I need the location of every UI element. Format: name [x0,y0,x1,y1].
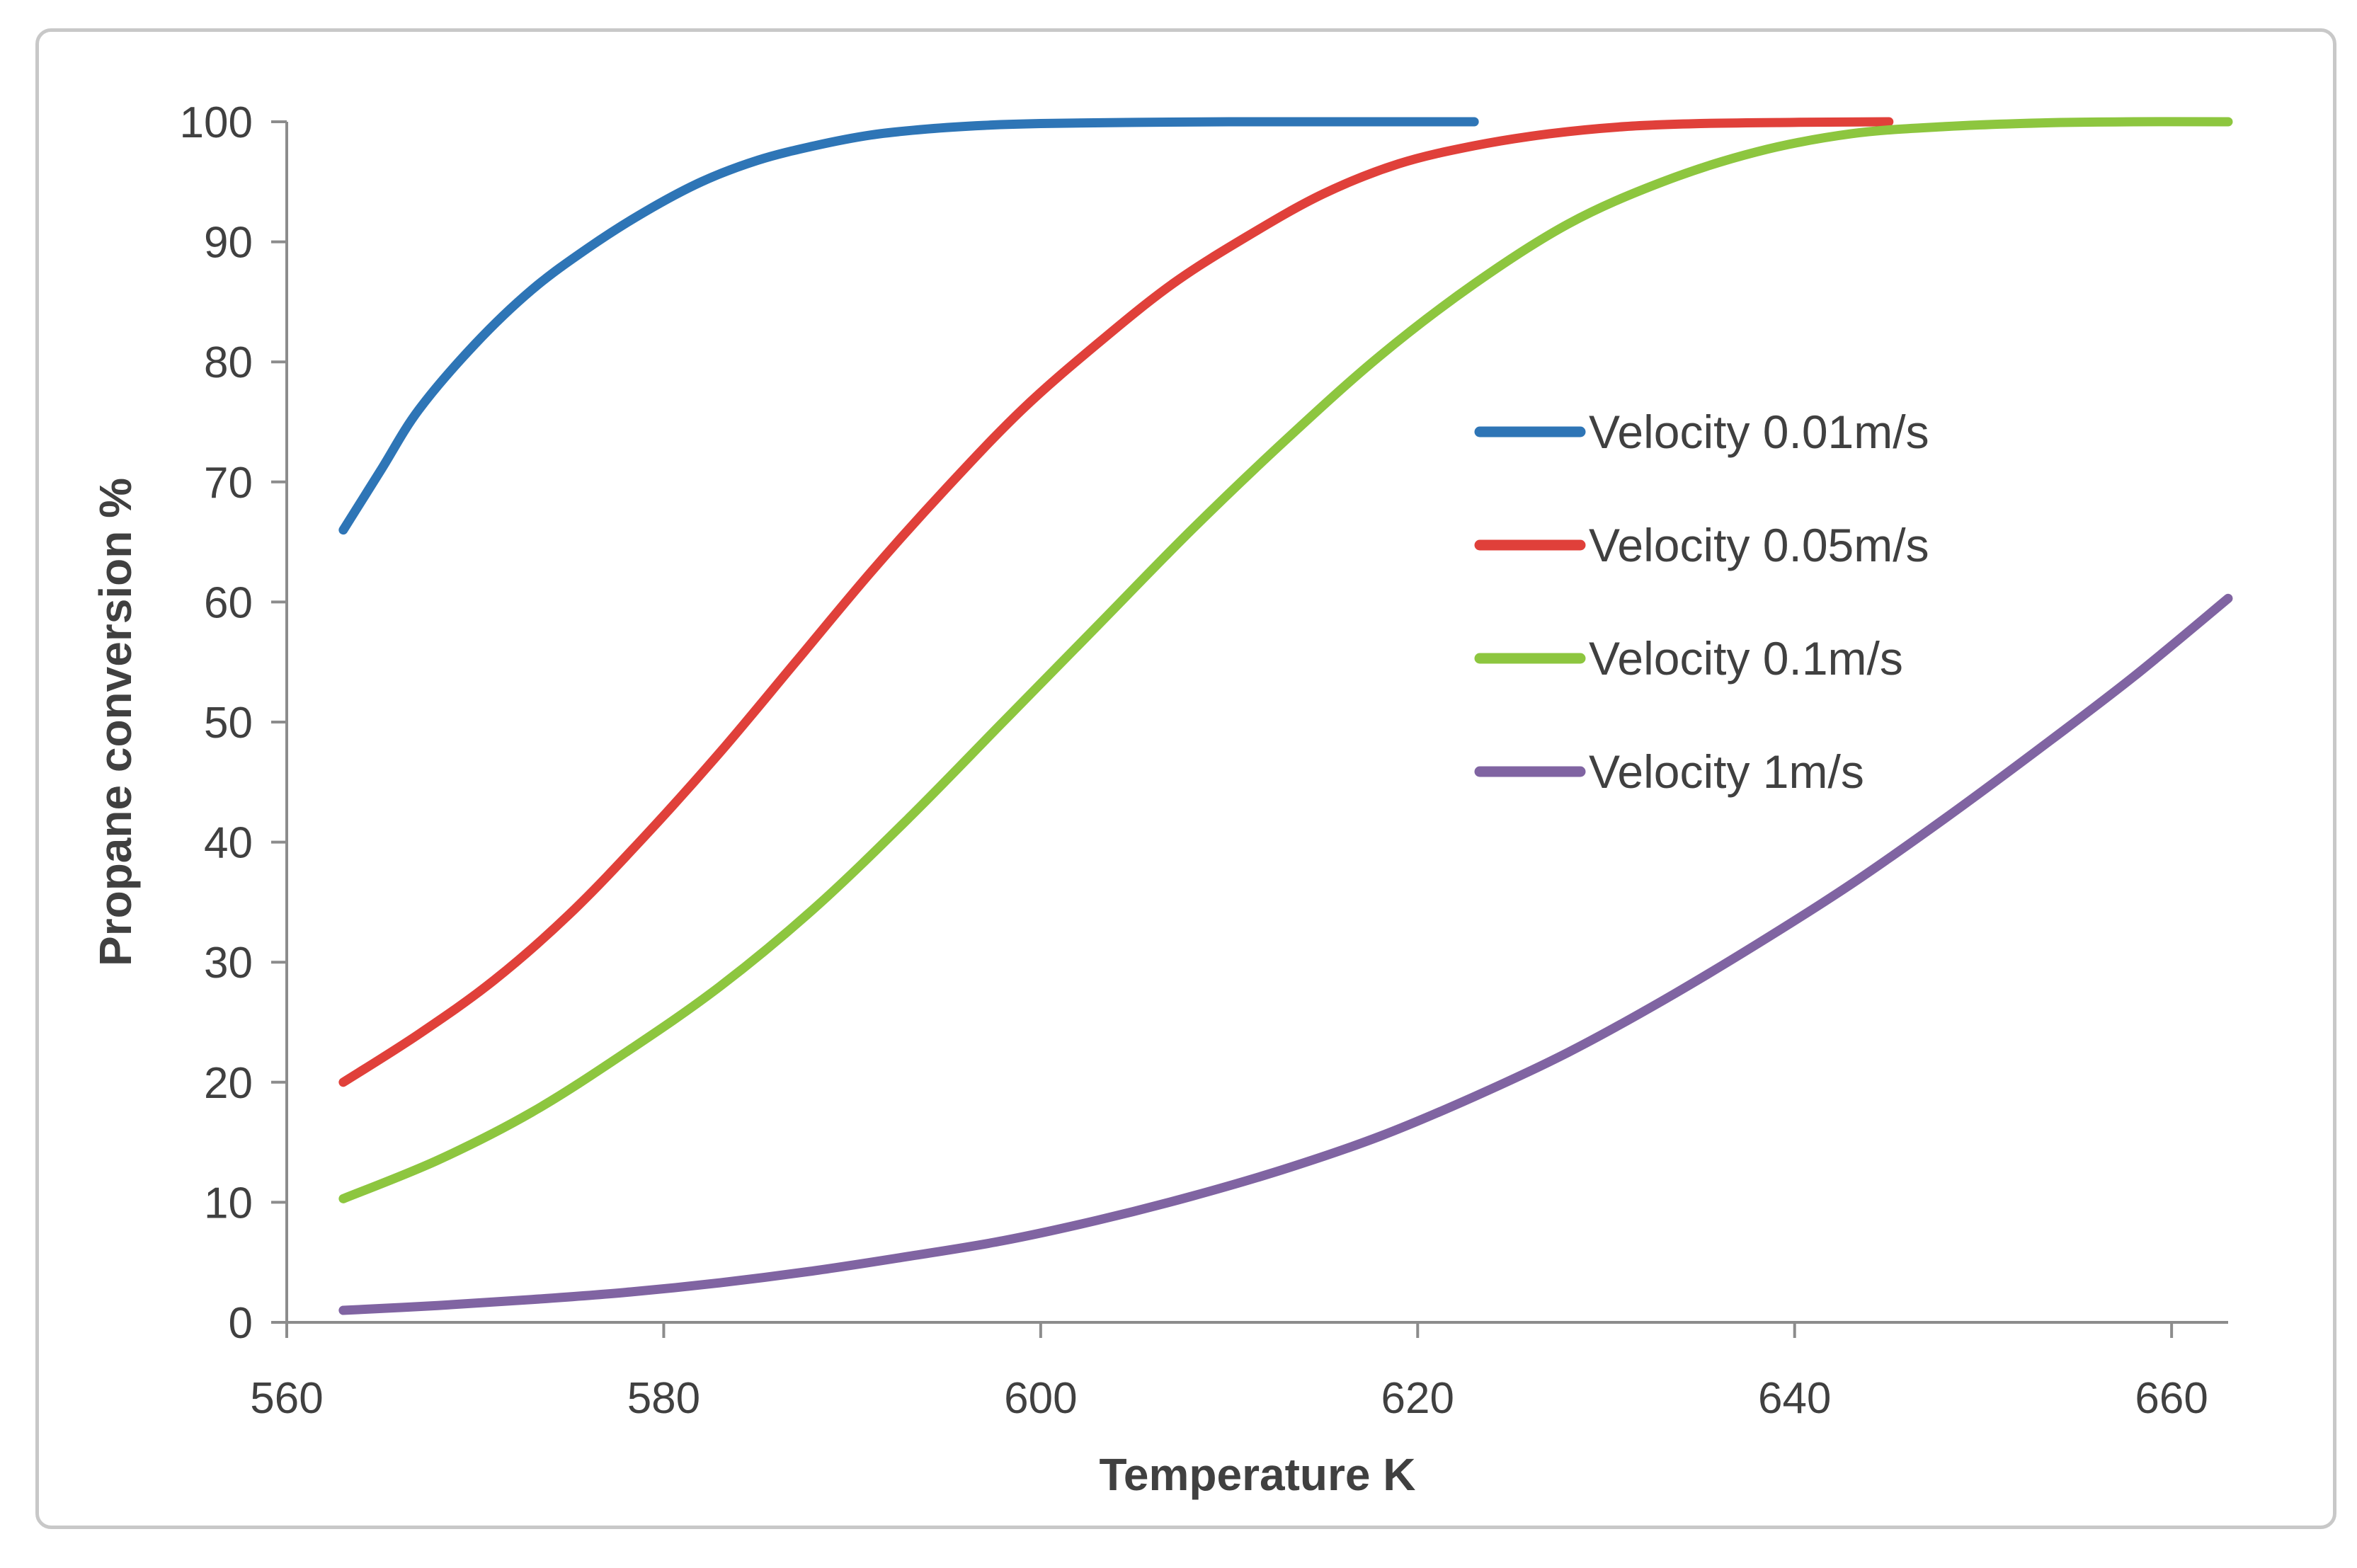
y-tick-label: 90 [204,219,253,268]
x-tick-label: 620 [1381,1374,1454,1423]
y-tick-label: 70 [204,459,253,508]
legend-label-velocity-0-1m-s: Velocity 0.1m/s [1589,632,1903,685]
x-tick-label: 580 [627,1374,700,1423]
y-tick-label: 60 [204,578,253,627]
series-line-velocity-0-1m-s [338,117,2233,1203]
series-line-velocity-1m-s [338,593,2233,1315]
y-axis-title: Propane conversion % [90,478,141,966]
series-line-velocity-0-05m-s [338,117,1894,1087]
legend-label-velocity-0-01m-s: Velocity 0.01m/s [1589,406,1929,458]
y-tick-label: 0 [229,1299,253,1348]
y-axis-ticks: 0 10 20 30 40 50 60 70 80 90 100 [180,98,287,1348]
x-tick-label: 660 [2135,1374,2208,1423]
x-tick-label: 560 [250,1374,323,1423]
y-tick-label: 30 [204,939,253,988]
x-axis-title: Temperature K [1100,1449,1416,1500]
plot-area [338,117,2233,1315]
y-tick-label: 50 [204,699,253,748]
y-tick-label: 20 [204,1059,253,1108]
y-tick-label: 100 [180,98,253,147]
legend-label-velocity-0-05m-s: Velocity 0.05m/s [1589,519,1929,571]
x-axis-ticks: 560 580 600 620 640 660 [250,1322,2208,1423]
y-tick-label: 80 [204,338,253,387]
y-tick-label: 40 [204,819,253,868]
axes [285,122,2228,1324]
legend: Velocity 0.01m/s Velocity 0.05m/s Velocity… [1474,406,1929,798]
x-tick-label: 640 [1758,1374,1831,1423]
legend-label-velocity-1m-s: Velocity 1m/s [1589,745,1864,798]
series-line-velocity-0-01m-s [338,117,1479,535]
x-tick-label: 600 [1004,1374,1077,1423]
y-tick-label: 10 [204,1179,253,1227]
